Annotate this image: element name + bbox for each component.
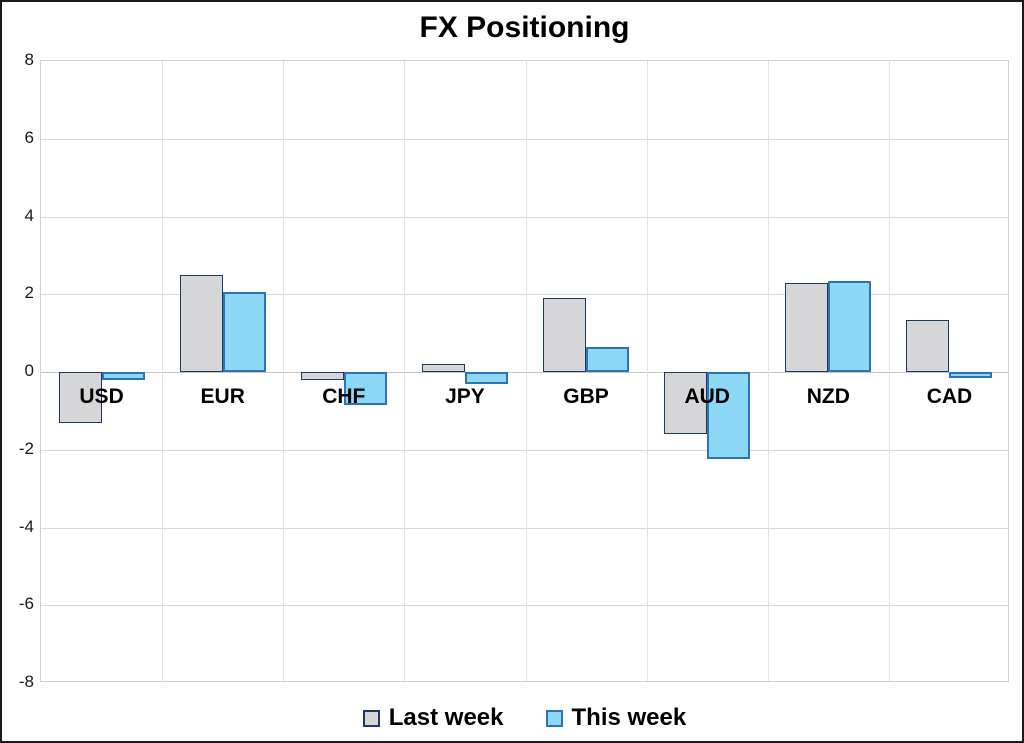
bar-last-week-eur (179, 274, 223, 372)
bar-last-week-jpy (421, 364, 465, 372)
last-week-swatch-icon (362, 709, 380, 727)
bar-last-week-chf (300, 372, 344, 380)
v-gridline (404, 61, 406, 681)
category-label-gbp: GBP (563, 385, 609, 408)
v-gridline (888, 61, 890, 681)
legend-item-last-week: Last week (362, 704, 504, 732)
y-tick-label-8: 8 (24, 50, 34, 69)
y-tick-label-4: 4 (24, 205, 34, 225)
bar-this-week-gbp (586, 346, 630, 372)
h-gridline (41, 216, 1008, 218)
bar-this-week-aud (707, 372, 751, 460)
y-tick-label--4: -4 (18, 516, 34, 536)
y-tick-label-2: 2 (24, 283, 34, 303)
bar-last-week-cad (906, 319, 950, 372)
h-gridline (41, 449, 1008, 451)
bar-this-week-nzd (828, 280, 872, 372)
bar-this-week-cad (949, 372, 993, 378)
v-gridline (767, 61, 769, 681)
zero-gridline (41, 372, 1008, 373)
category-label-eur: EUR (200, 385, 245, 408)
h-gridline (41, 605, 1008, 607)
v-gridline (283, 61, 285, 681)
y-tick-label--2: -2 (18, 438, 34, 458)
v-gridline (525, 61, 527, 681)
category-label-aud: AUD (684, 385, 730, 408)
bar-last-week-nzd (785, 282, 829, 372)
bar-last-week-aud (664, 372, 708, 435)
this-week-swatch-icon (545, 709, 563, 727)
v-gridline (646, 61, 648, 681)
bar-this-week-eur (222, 292, 266, 372)
h-gridline (41, 294, 1008, 296)
y-tick-label-0: 0 (24, 361, 34, 380)
category-label-chf: CHF (322, 385, 366, 408)
bar-last-week-gbp (543, 298, 587, 372)
category-label-jpy: JPY (445, 385, 485, 408)
bar-this-week-jpy (464, 372, 508, 384)
legend: Last week This week (40, 700, 1009, 736)
bar-last-week-usd (58, 372, 102, 423)
legend-label-last-week: Last week (388, 704, 504, 731)
h-gridline (41, 138, 1008, 140)
y-tick-label-6: 6 (24, 127, 34, 147)
y-tick-label--8: -8 (18, 672, 34, 691)
category-label-nzd: NZD (806, 385, 850, 408)
chart-title: FX Positioning (419, 11, 630, 44)
bar-this-week-usd (101, 372, 145, 380)
category-label-usd: USD (79, 385, 124, 408)
category-label-cad: CAD (926, 385, 973, 408)
h-gridline (41, 527, 1008, 529)
y-tick-label--6: -6 (18, 594, 34, 614)
legend-item-this-week: This week (545, 704, 687, 732)
bar-this-week-chf (343, 372, 387, 406)
plot-area: USD EUR CHF JPY GBP AUD NZD CAD (40, 60, 1009, 682)
v-gridline (162, 61, 164, 681)
legend-label-this-week: This week (571, 704, 687, 731)
